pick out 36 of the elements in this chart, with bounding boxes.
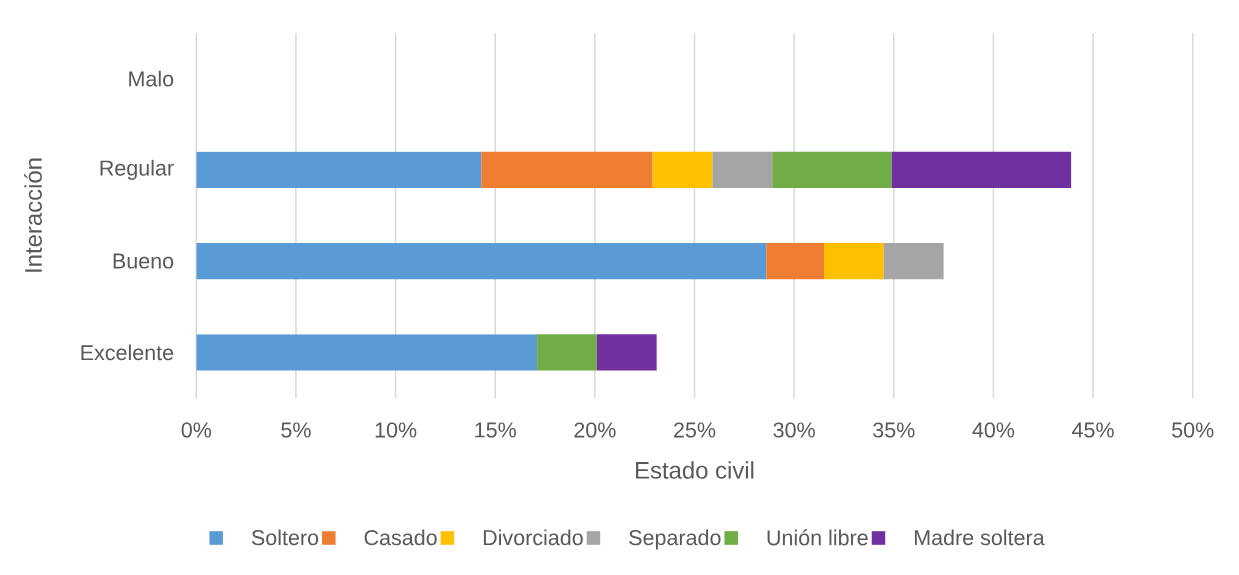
- legend-label: Casado: [364, 529, 437, 546]
- x-tick-label: 35%: [873, 422, 915, 438]
- legend-label: Divorciado: [483, 529, 583, 546]
- legend-label: Unión libre: [767, 529, 868, 546]
- bar: [537, 334, 597, 371]
- x-tick-label: 10%: [375, 422, 417, 438]
- bar: [824, 243, 884, 280]
- legend-label: Soltero: [251, 529, 319, 546]
- bar: [196, 243, 767, 280]
- x-tick-label: 5%: [281, 422, 311, 438]
- x-tick-label: 20%: [574, 422, 616, 438]
- x-tick-label: 25%: [674, 422, 716, 438]
- bar: [772, 151, 892, 188]
- bar: [883, 243, 944, 280]
- x-tick-label: 45%: [1072, 422, 1114, 438]
- bar: [196, 334, 538, 371]
- bar: [596, 334, 657, 371]
- bar: [196, 151, 482, 188]
- y-tick-label: Malo: [129, 70, 174, 87]
- legend-label: Madre soltera: [914, 529, 1045, 546]
- x-tick-label: 30%: [773, 422, 815, 438]
- x-axis-title: Estado civil: [636, 461, 754, 479]
- x-tick-label: 15%: [475, 422, 516, 438]
- bar: [891, 151, 1072, 188]
- x-tick-label: 50%: [1172, 422, 1214, 438]
- y-axis-title: Interacción: [24, 158, 42, 272]
- x-tick-label: 40%: [972, 422, 1015, 438]
- bar: [766, 243, 825, 280]
- y-tick-label: Excelente: [81, 344, 174, 361]
- bar: [481, 151, 653, 188]
- bar: [652, 151, 713, 188]
- bar: [712, 151, 773, 188]
- legend-label: Separado: [629, 529, 721, 550]
- y-tick-label: Bueno: [113, 253, 174, 269]
- x-tick-label: 0%: [181, 422, 212, 438]
- y-tick-label: Regular: [100, 159, 174, 180]
